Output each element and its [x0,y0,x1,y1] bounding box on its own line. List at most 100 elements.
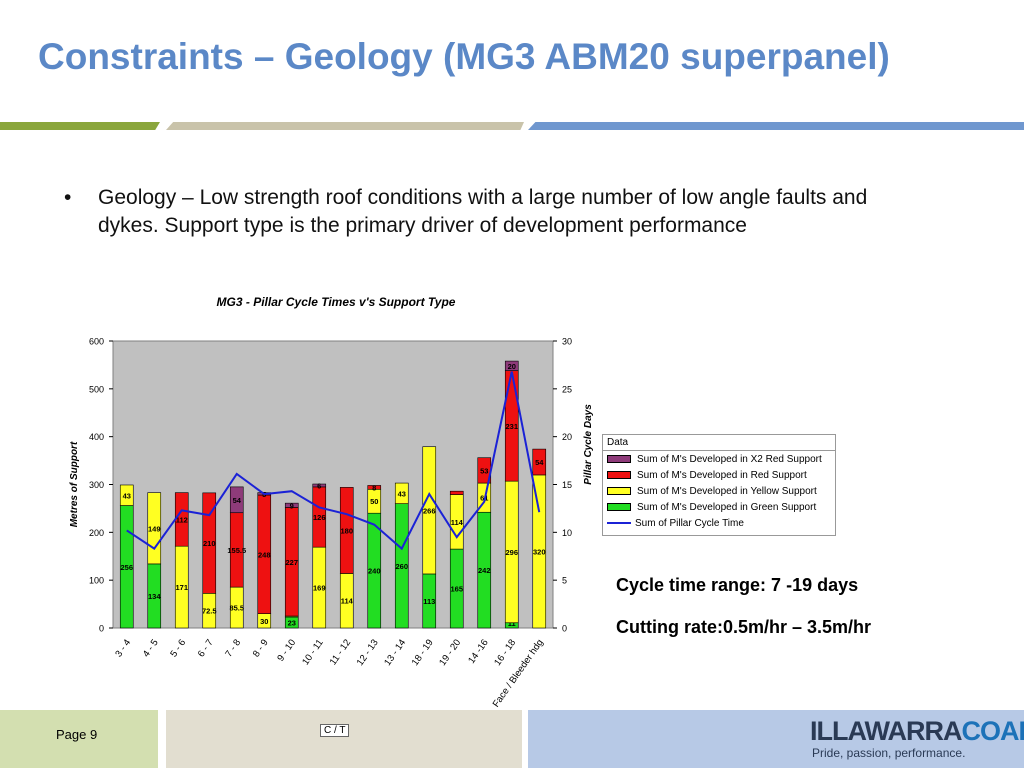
bar-data-label: 113 [423,597,435,606]
legend-swatch-red [607,471,631,479]
bar-segment [532,448,547,476]
y-tick-label: 400 [89,432,104,442]
bullet-mark: • [64,186,72,209]
legend-swatch-green [607,503,631,511]
bar-data-label: 54 [535,458,544,467]
bar-data-label: 114 [341,597,354,606]
legend-item-green: Sum of M's Developed in Green Support [603,499,835,515]
bar-data-label: 242 [478,566,491,575]
legend-line-cycle-time [607,522,631,524]
legend-swatch-x2-red [607,455,631,463]
bar-data-label: 134 [148,592,161,601]
bar-data-label: 23 [288,618,296,627]
bar-segment [422,446,437,575]
bar-data-label: 256 [120,563,133,572]
y2-tick-label: 30 [562,337,572,347]
logo-word-coal: COAL [961,716,1024,746]
bar-data-label: 30 [260,617,268,626]
legend-item-red: Sum of M's Developed in Red Support [603,467,835,483]
bar-data-label: 53 [480,466,488,475]
y2-tick-label: 0 [562,624,567,634]
footer-tan-block [166,710,522,768]
legend-label-yellow: Sum of M's Developed in Yellow Support [637,485,817,497]
x-tick-label: 12 - 13 [355,637,381,668]
logo-wordmark: ILLAWARRACOAL [810,716,1024,746]
bar-data-label: 296 [505,548,518,557]
bar-data-label: 8 [372,483,376,492]
y2-axis-title: Pillar Cycle Days [583,404,594,485]
legend-label-x2-red: Sum of M's Developed in X2 Red Support [637,453,822,465]
x-tick-label: 6 - 7 [196,637,216,659]
bar-segment [367,485,382,490]
bar-data-label: 320 [533,547,546,556]
x-tick-label: 18 - 19 [410,637,436,668]
bar-data-label: 126 [313,513,326,522]
y-tick-label: 0 [99,624,104,634]
footer-blue-block [528,710,1024,768]
y2-tick-label: 25 [562,384,572,394]
bar-data-label: 43 [398,489,406,498]
y-axis-title: Metres of Support [69,441,80,527]
bar-data-label: 6 [317,481,321,490]
bar-data-label: 20 [508,362,516,371]
bar-segment [229,486,244,514]
bar-data-label: 112 [176,515,188,524]
bar-data-label: 169 [313,584,326,593]
bar-data-label: 72.5 [202,607,217,616]
bar-segment [284,502,299,508]
bar-data-label: 210 [203,539,216,548]
x-tick-label: 4 - 5 [141,637,161,659]
header-rule-tan [166,122,524,130]
bar-data-label: 248 [258,550,271,559]
bar-segment [394,482,409,504]
x-tick-label: 9 - 10 [275,637,298,663]
bar-segment [504,360,519,371]
bar-data-label: 149 [148,524,161,533]
chart-legend: Data Sum of M's Developed in X2 Red Supp… [602,434,836,536]
x-tick-label: 19 - 20 [437,637,463,668]
logo-word-illawarra: ILLAWARRA [810,716,962,746]
bar-data-label: 11 [508,619,516,628]
slide-title: Constraints – Geology (MG3 ABM20 superpa… [38,36,890,77]
illawarra-coal-logo: ILLAWARRACOAL Pride, passion, performanc… [810,716,1024,760]
footer-green-block [0,710,158,768]
bar-data-label: 227 [285,558,298,567]
x-tick-label: 3 - 4 [113,637,133,659]
bullet-text: Geology – Low strength roof conditions w… [98,186,868,237]
legend-item-yellow: Sum of M's Developed in Yellow Support [603,483,835,499]
legend-title: Data [603,435,835,451]
cycle-time-line [126,371,541,551]
x-tick-label: 14 -16 [466,637,490,665]
bar-data-label: 43 [123,491,131,500]
page-number: Page 9 [56,727,98,742]
bar-segment [202,492,217,594]
legend-swatch-yellow [607,487,631,495]
bar-data-label: 85.5 [229,604,244,613]
x-tick-label: Face / Bleeder hdg [491,637,546,709]
y-tick-label: 600 [89,337,104,347]
bar-data-label: 9 [290,501,294,510]
header-rule-blue [528,122,1024,130]
legend-item-x2-red: Sum of M's Developed in X2 Red Support [603,451,835,467]
bar-data-label: 54 [233,496,242,505]
x-tick-label: 16 - 18 [492,637,518,668]
x-tick-label: 7 - 8 [223,637,243,659]
cutting-rate-note: Cutting rate:0.5m/hr – 3.5m/hr [616,617,872,637]
x-tick-label: 11 - 12 [328,637,354,667]
x-tick-label: 13 - 14 [382,637,408,668]
legend-label-green: Sum of M's Developed in Green Support [637,501,817,513]
bar-segment [312,483,327,488]
bar-data-label: 165 [450,585,463,594]
y-tick-label: 200 [89,528,104,538]
y2-tick-label: 15 [562,480,572,490]
bar-data-label: 155.5 [227,546,246,555]
x-tick-label: 10 - 11 [300,637,326,667]
legend-item-cycle-time: Sum of Pillar Cycle Time [603,515,835,531]
bar-data-label: 114 [451,518,464,527]
y2-tick-label: 5 [562,576,567,586]
y-tick-label: 500 [89,384,104,394]
x-tick-label: 5 - 6 [168,637,188,659]
bar-data-label: 171 [175,583,188,592]
ct-box: C / T [320,724,350,737]
